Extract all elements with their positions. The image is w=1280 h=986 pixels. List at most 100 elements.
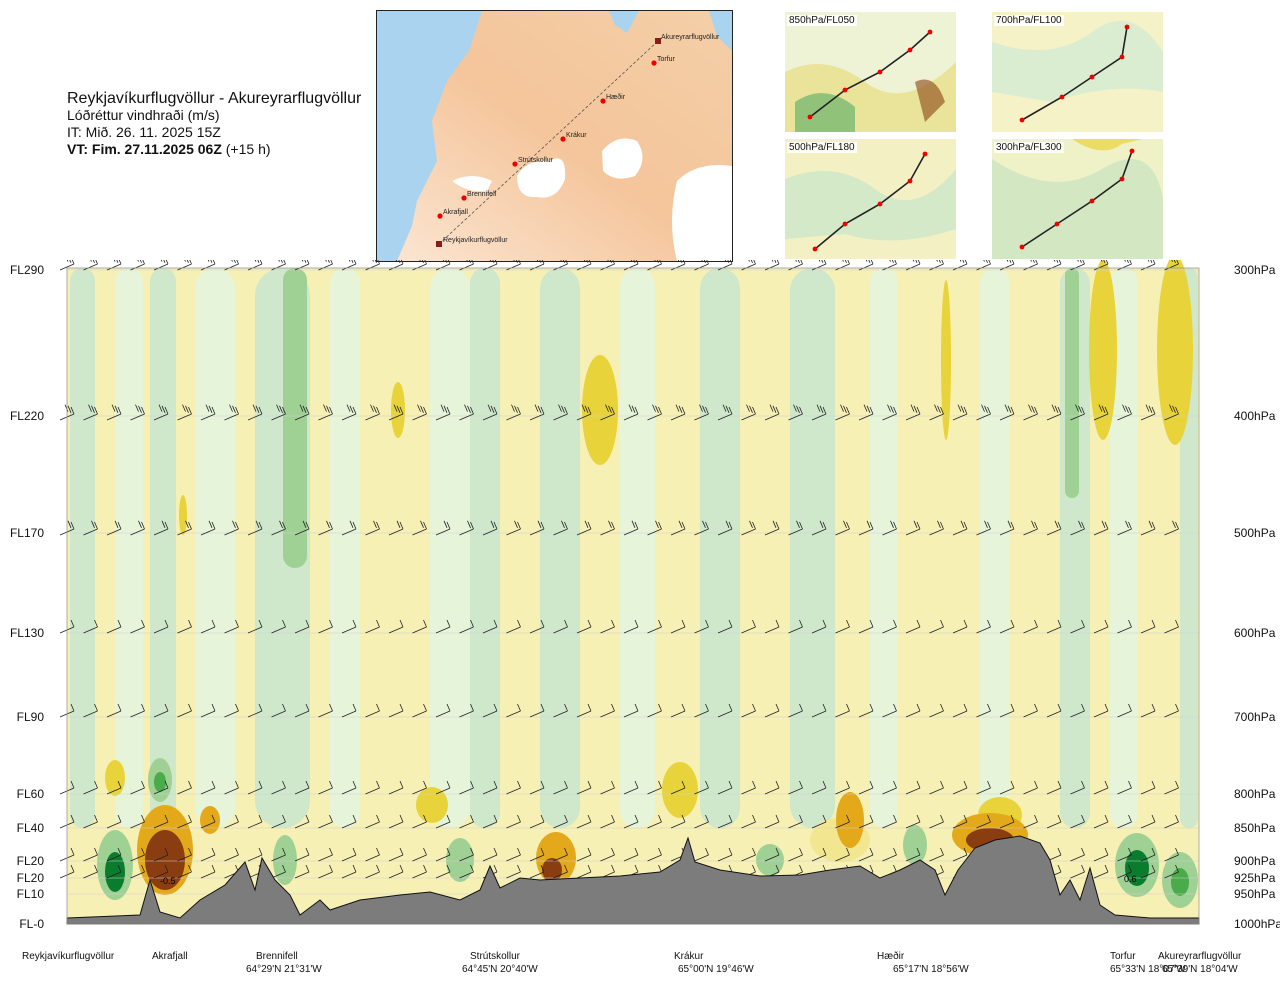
map-point-label: Akureyrarflugvöllur <box>661 34 720 41</box>
field-cell <box>903 825 927 865</box>
wind-barb <box>459 847 474 862</box>
thumb-700hpa[interactable]: 700hPa/FL100 <box>992 12 1163 132</box>
map-point-label: Hæðir <box>606 93 626 101</box>
wind-barb <box>764 254 780 271</box>
wind-barb <box>224 847 239 862</box>
thumb-850hpa[interactable]: 850hPa/FL050 <box>785 12 956 132</box>
wind-barb <box>811 847 827 862</box>
cross-section-svg: -0.5 0.6 <box>59 254 1200 925</box>
field-cell <box>105 852 125 892</box>
initial-time: IT: Mið. 26. 11. 2025 15Z <box>67 124 221 140</box>
thumb-500hpa[interactable]: 500hPa/FL180 <box>785 139 956 259</box>
wind-barb <box>341 254 357 271</box>
wind-barb <box>271 780 286 795</box>
waypoint-coord: 65°00'N 19°46'W <box>678 964 754 975</box>
fl-label: FL-0 <box>19 917 44 931</box>
wind-barb <box>717 703 733 718</box>
wind-barb <box>788 780 803 795</box>
wind-barb <box>882 520 897 536</box>
wind-barb <box>858 619 874 634</box>
wind-barb <box>623 703 639 718</box>
wind-barb <box>835 619 850 634</box>
wind-barb <box>482 404 498 421</box>
wind-barb <box>788 847 803 862</box>
wind-barb <box>365 520 380 536</box>
wind-barb <box>482 520 498 536</box>
wind-barb <box>647 703 662 718</box>
wind-barb <box>318 814 333 829</box>
wind-barb <box>553 814 568 829</box>
field-cell <box>115 268 143 828</box>
wind-barb <box>435 814 451 829</box>
annotation-max: 0.6 <box>1124 874 1137 884</box>
wind-barb <box>435 703 451 718</box>
wind-barb <box>858 520 874 536</box>
wind-barb <box>459 254 474 271</box>
thumb-300hpa[interactable]: 300hPa/FL300 <box>992 139 1163 259</box>
wind-barb <box>200 404 216 421</box>
wind-barb <box>1093 703 1109 718</box>
wind-barb <box>764 404 780 421</box>
field-cell <box>1089 260 1117 440</box>
wind-barb <box>83 814 98 829</box>
wind-barb <box>1023 703 1038 718</box>
wind-barb <box>177 847 192 862</box>
wind-barb <box>1093 814 1109 829</box>
wind-barb <box>153 847 169 862</box>
wind-barb <box>811 254 827 271</box>
wind-barb <box>717 814 733 829</box>
wind-barb <box>929 404 944 421</box>
wind-barb <box>177 404 192 421</box>
chart-subtitle: Lóðréttur vindhraði (m/s) <box>67 107 220 123</box>
wind-barb <box>294 254 310 271</box>
wind-barb <box>858 814 874 829</box>
wind-barb <box>153 780 169 795</box>
wind-barb <box>341 814 357 829</box>
wind-barb <box>83 847 98 862</box>
wind-barb <box>929 703 944 718</box>
wind-barb <box>1140 864 1156 879</box>
wind-barb <box>1164 404 1179 421</box>
map-point-1 <box>651 60 657 66</box>
wind-barb <box>717 520 733 536</box>
wind-barb <box>694 520 709 536</box>
wind-barb <box>294 520 310 536</box>
wind-barb <box>576 847 592 862</box>
wind-barb <box>271 847 286 862</box>
wind-barb <box>882 703 897 718</box>
map-point-2 <box>600 98 606 104</box>
wind-barb <box>576 814 592 829</box>
wind-barb <box>835 814 850 829</box>
wind-barb <box>177 864 192 879</box>
wind-barb <box>952 780 968 795</box>
wind-barb <box>1046 520 1062 536</box>
wind-barb <box>905 847 921 862</box>
wind-barb <box>529 847 545 862</box>
wind-barb <box>882 254 897 271</box>
wind-barb <box>200 703 216 718</box>
wind-barb <box>1140 814 1156 829</box>
wind-barb <box>529 864 545 879</box>
pressure-label: 600hPa <box>1234 626 1276 640</box>
wind-barb <box>976 404 991 421</box>
pressure-label: 925hPa <box>1234 871 1276 885</box>
wind-barb <box>482 254 498 271</box>
fl-label: FL20 <box>16 871 44 885</box>
wind-barb <box>600 780 615 795</box>
field-cell <box>446 838 474 882</box>
wind-barb <box>1093 864 1109 879</box>
wind-barb <box>247 703 263 718</box>
pressure-label: 900hPa <box>1234 854 1276 868</box>
wind-barb <box>929 780 944 795</box>
wind-barb <box>341 703 357 718</box>
wind-barb <box>670 780 686 795</box>
wind-barb <box>224 404 239 421</box>
wind-barb <box>459 703 474 718</box>
wind-barb <box>224 814 239 829</box>
wind-barb <box>764 814 780 829</box>
wind-barb <box>1140 847 1156 862</box>
wind-barb <box>670 703 686 718</box>
map-point-label: Krákur <box>566 132 587 139</box>
wind-barb <box>529 814 545 829</box>
wind-barb <box>388 864 404 879</box>
